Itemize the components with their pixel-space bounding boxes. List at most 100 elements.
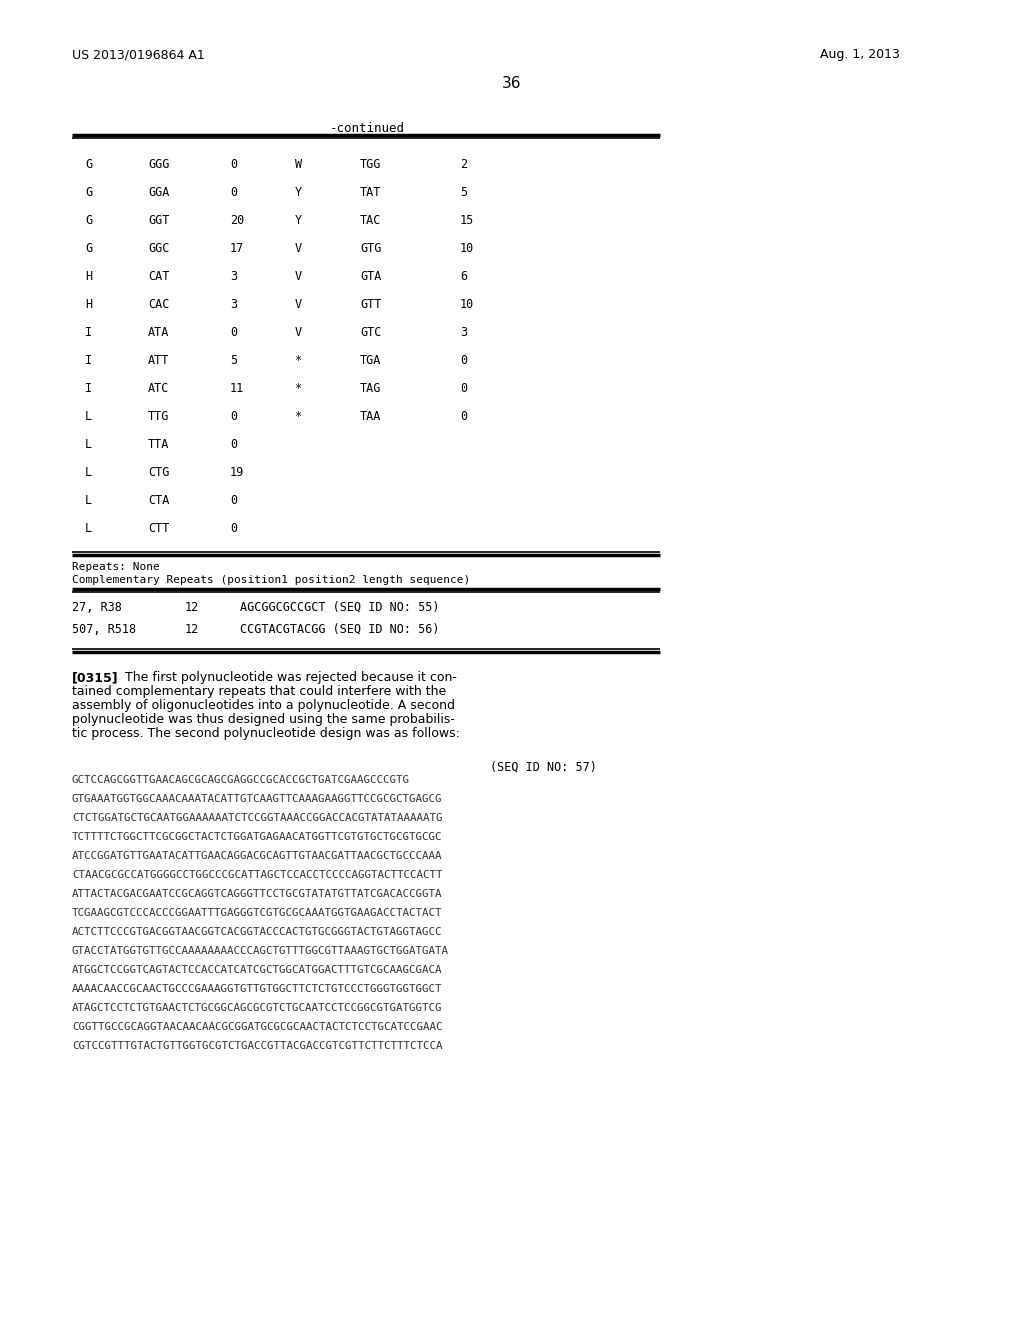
Text: CTAACGCGCCATGGGGCCTGGCCCGCATTAGCTCCACCTCCCCAGGTACTTCCACTT: CTAACGCGCCATGGGGCCTGGCCCGCATTAGCTCCACCTC…: [72, 870, 442, 880]
Text: V: V: [295, 271, 302, 282]
Text: CCGTACGTACGG (SEQ ID NO: 56): CCGTACGTACGG (SEQ ID NO: 56): [240, 623, 439, 636]
Text: W: W: [295, 158, 302, 172]
Text: CAT: CAT: [148, 271, 169, 282]
Text: tic process. The second polynucleotide design was as follows:: tic process. The second polynucleotide d…: [72, 727, 460, 741]
Text: 10: 10: [460, 242, 474, 255]
Text: I: I: [85, 354, 92, 367]
Text: (SEQ ID NO: 57): (SEQ ID NO: 57): [490, 762, 597, 774]
Text: Complementary Repeats (position1 position2 length sequence): Complementary Repeats (position1 positio…: [72, 576, 470, 585]
Text: CTCTGGATGCTGCAATGGAAAAAATCTCCGGTAAACCGGACCACGTATATAAAAATG: CTCTGGATGCTGCAATGGAAAAAATCTCCGGTAAACCGGA…: [72, 813, 442, 822]
Text: L: L: [85, 438, 92, 451]
Text: ATT: ATT: [148, 354, 169, 367]
Text: 36: 36: [502, 77, 522, 91]
Text: L: L: [85, 494, 92, 507]
Text: 0: 0: [460, 354, 467, 367]
Text: 27, R38: 27, R38: [72, 601, 122, 614]
Text: GGT: GGT: [148, 214, 169, 227]
Text: L: L: [85, 521, 92, 535]
Text: Aug. 1, 2013: Aug. 1, 2013: [820, 48, 900, 61]
Text: 0: 0: [460, 411, 467, 422]
Text: 17: 17: [230, 242, 245, 255]
Text: G: G: [85, 242, 92, 255]
Text: G: G: [85, 186, 92, 199]
Text: *: *: [295, 381, 302, 395]
Text: V: V: [295, 326, 302, 339]
Text: CTT: CTT: [148, 521, 169, 535]
Text: assembly of oligonucleotides into a polynucleotide. A second: assembly of oligonucleotides into a poly…: [72, 700, 455, 711]
Text: US 2013/0196864 A1: US 2013/0196864 A1: [72, 48, 205, 61]
Text: 3: 3: [230, 298, 238, 312]
Text: 10: 10: [460, 298, 474, 312]
Text: 20: 20: [230, 214, 245, 227]
Text: GGC: GGC: [148, 242, 169, 255]
Text: 15: 15: [460, 214, 474, 227]
Text: 0: 0: [230, 521, 238, 535]
Text: Y: Y: [295, 186, 302, 199]
Text: -continued: -continued: [330, 121, 406, 135]
Text: V: V: [295, 242, 302, 255]
Text: *: *: [295, 354, 302, 367]
Text: CAC: CAC: [148, 298, 169, 312]
Text: 2: 2: [460, 158, 467, 172]
Text: TAA: TAA: [360, 411, 381, 422]
Text: *: *: [295, 411, 302, 422]
Text: GTG: GTG: [360, 242, 381, 255]
Text: AGCGGCGCCGCT (SEQ ID NO: 55): AGCGGCGCCGCT (SEQ ID NO: 55): [240, 601, 439, 614]
Text: I: I: [85, 326, 92, 339]
Text: TGG: TGG: [360, 158, 381, 172]
Text: CTG: CTG: [148, 466, 169, 479]
Text: tained complementary repeats that could interfere with the: tained complementary repeats that could …: [72, 685, 446, 698]
Text: 6: 6: [460, 271, 467, 282]
Text: TTG: TTG: [148, 411, 169, 422]
Text: [0315]: [0315]: [72, 671, 119, 684]
Text: L: L: [85, 411, 92, 422]
Text: 0: 0: [230, 494, 238, 507]
Text: 0: 0: [230, 411, 238, 422]
Text: GGA: GGA: [148, 186, 169, 199]
Text: CTA: CTA: [148, 494, 169, 507]
Text: polynucleotide was thus designed using the same probabilis-: polynucleotide was thus designed using t…: [72, 713, 455, 726]
Text: L: L: [85, 466, 92, 479]
Text: Repeats: None: Repeats: None: [72, 562, 160, 572]
Text: TAG: TAG: [360, 381, 381, 395]
Text: 0: 0: [230, 438, 238, 451]
Text: 0: 0: [460, 381, 467, 395]
Text: 12: 12: [185, 623, 200, 636]
Text: I: I: [85, 381, 92, 395]
Text: GGG: GGG: [148, 158, 169, 172]
Text: 5: 5: [460, 186, 467, 199]
Text: TAC: TAC: [360, 214, 381, 227]
Text: 0: 0: [230, 186, 238, 199]
Text: TTA: TTA: [148, 438, 169, 451]
Text: GTT: GTT: [360, 298, 381, 312]
Text: The first polynucleotide was rejected because it con-: The first polynucleotide was rejected be…: [125, 671, 457, 684]
Text: 3: 3: [460, 326, 467, 339]
Text: 0: 0: [230, 158, 238, 172]
Text: ATAGCTCCTCTGTGAACTCTGCGGCAGCGCGTCTGCAATCCTCCGGCGTGATGGTCG: ATAGCTCCTCTGTGAACTCTGCGGCAGCGCGTCTGCAATC…: [72, 1003, 442, 1012]
Text: TCTTTTCTGGCTTCGCGGCTACTCTGGATGAGAACATGGTTCGTGTGCTGCGTGCGC: TCTTTTCTGGCTTCGCGGCTACTCTGGATGAGAACATGGT…: [72, 832, 442, 842]
Text: 12: 12: [185, 601, 200, 614]
Text: TGA: TGA: [360, 354, 381, 367]
Text: GTA: GTA: [360, 271, 381, 282]
Text: G: G: [85, 214, 92, 227]
Text: ACTCTTCCCGTGACGGTAACGGTCACGGTACCCACTGTGCGGGTACTGTAGGTAGCC: ACTCTTCCCGTGACGGTAACGGTCACGGTACCCACTGTGC…: [72, 927, 442, 937]
Text: GTACCTATGGTGTTGCCAAAAAAAACCCAGCTGTTTGGCGTTAAAGTGCTGGATGATA: GTACCTATGGTGTTGCCAAAAAAAACCCAGCTGTTTGGCG…: [72, 946, 449, 956]
Text: Y: Y: [295, 214, 302, 227]
Text: ATCCGGATGTTGAATACATTGAACAGGACGCAGTTGTAACGATTAACGCTGCCCAAA: ATCCGGATGTTGAATACATTGAACAGGACGCAGTTGTAAC…: [72, 851, 442, 861]
Text: ATA: ATA: [148, 326, 169, 339]
Text: AAAACAACCGCAACTGCCCGAAAGGTGTTGTGGCTTCTCTGTCCCTGGGTGGTGGCT: AAAACAACCGCAACTGCCCGAAAGGTGTTGTGGCTTCTCT…: [72, 983, 442, 994]
Text: 11: 11: [230, 381, 245, 395]
Text: 5: 5: [230, 354, 238, 367]
Text: 0: 0: [230, 326, 238, 339]
Text: GTGAAATGGTGGCAAACAAATACATTGTCAAGTTCAAAGAAGGTTCCGCGCTGAGCG: GTGAAATGGTGGCAAACAAATACATTGTCAAGTTCAAAGA…: [72, 795, 442, 804]
Text: V: V: [295, 298, 302, 312]
Text: TCGAAGCGTCCCACCCGGAATTTGAGGGTCGTGCGCAAATGGTGAAGACCTACTACT: TCGAAGCGTCCCACCCGGAATTTGAGGGTCGTGCGCAAAT…: [72, 908, 442, 917]
Text: GTC: GTC: [360, 326, 381, 339]
Text: 19: 19: [230, 466, 245, 479]
Text: H: H: [85, 298, 92, 312]
Text: GCTCCAGCGGTTGAACAGCGCAGCGAGGCCGCACCGCTGATCGAAGCCCGTG: GCTCCAGCGGTTGAACAGCGCAGCGAGGCCGCACCGCTGA…: [72, 775, 410, 785]
Text: H: H: [85, 271, 92, 282]
Text: ATTACTACGACGAATCCGCAGGTCAGGGTTCCTGCGTATATGTTATCGACACCGGTA: ATTACTACGACGAATCCGCAGGTCAGGGTTCCTGCGTATA…: [72, 888, 442, 899]
Text: CGTCCGTTTGTACTGTTGGTGCGTCTGACCGTTACGACCGTCGTTCTTCTTTCTCCA: CGTCCGTTTGTACTGTTGGTGCGTCTGACCGTTACGACCG…: [72, 1041, 442, 1051]
Text: 507, R518: 507, R518: [72, 623, 136, 636]
